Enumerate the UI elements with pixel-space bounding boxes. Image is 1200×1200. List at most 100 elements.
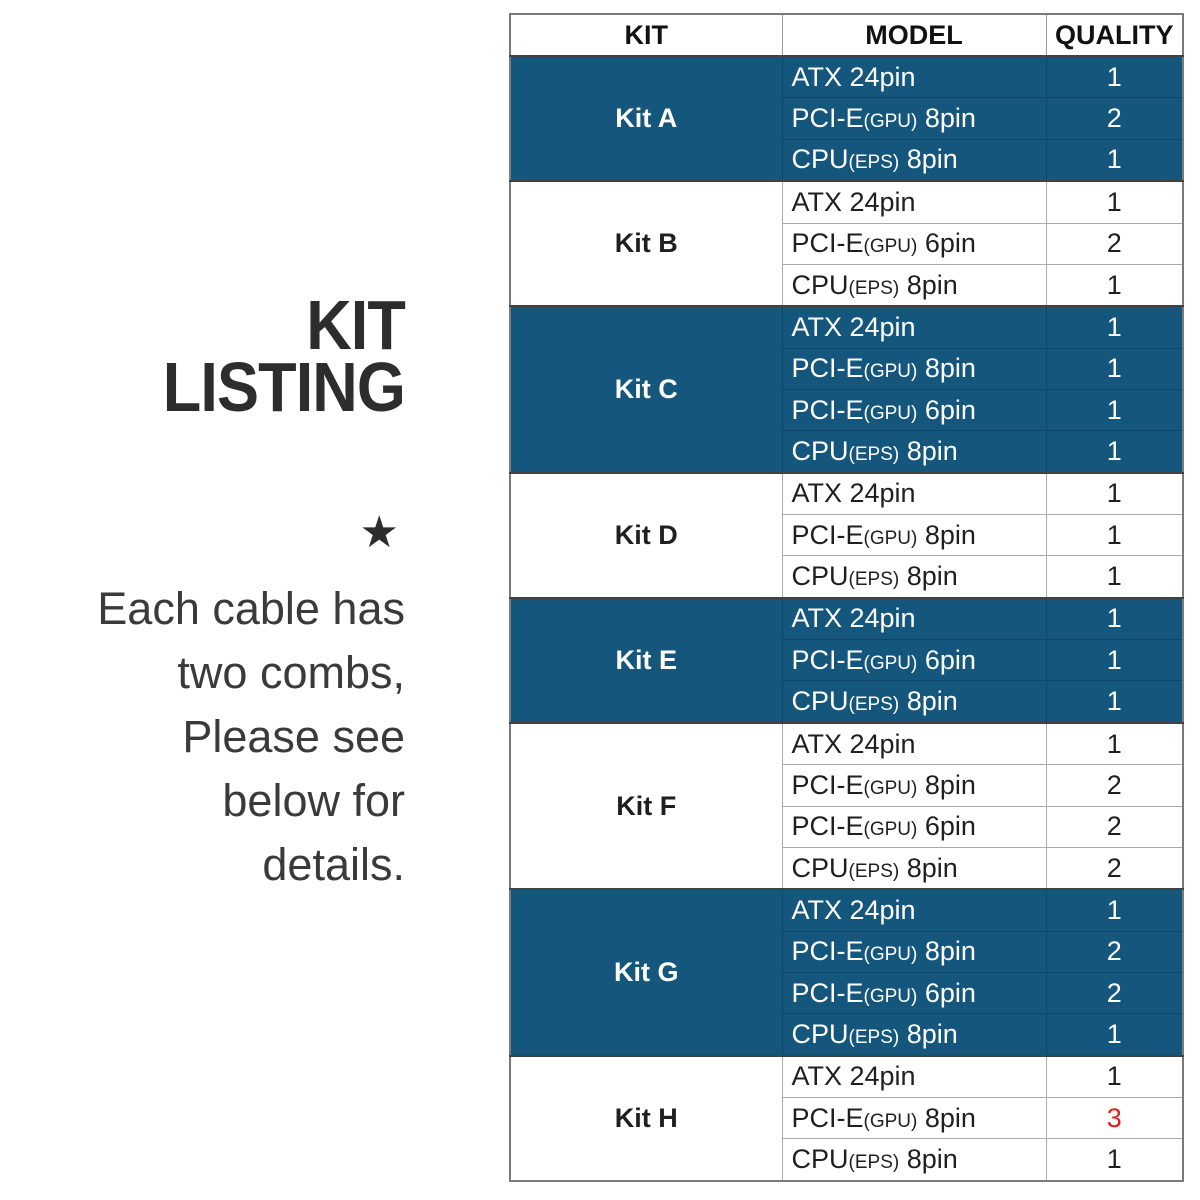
model-main-text: CPU xyxy=(791,144,849,175)
quantity-cell: 2 xyxy=(1045,764,1184,807)
table-row: PCI-E(GPU) 8pin 2 xyxy=(510,97,1184,140)
model-tail-text: 8pin xyxy=(917,519,976,550)
model-main-text: CPU xyxy=(791,1019,849,1049)
model-main-text: PCI-E xyxy=(791,103,864,134)
model-main-text: ATX 24pin xyxy=(791,311,916,342)
note-line: below for xyxy=(222,775,405,826)
quantity-cell: 2 xyxy=(1045,805,1184,848)
table-row: PCI-E(GPU) 8pin 2 xyxy=(510,930,1184,974)
kit-listing-table: KIT MODEL QUALITY Kit A ATX 24pin 1 PCI-E(G… xyxy=(509,13,1184,1182)
table-row: PCI-E(GPU) 6pin 2 xyxy=(510,805,1184,848)
column-header-model: MODEL xyxy=(781,13,1047,57)
model-tail-text: 8pin xyxy=(899,144,958,175)
kit-name-cell: Kit E xyxy=(509,596,783,724)
model-main-text: CPU xyxy=(791,561,849,592)
model-cell: PCI-E(GPU) 6pin xyxy=(781,639,1047,682)
quantity-cell: 2 xyxy=(1045,222,1184,265)
kit-name-cell: Kit D xyxy=(509,471,783,599)
quantity-cell: 1 xyxy=(1045,305,1184,349)
model-cell: PCI-E(GPU) 8pin xyxy=(781,347,1047,390)
kit-name-cell: Kit G xyxy=(509,888,783,1057)
model-sub-text: (EPS) xyxy=(848,443,900,465)
model-cell: PCI-E(GPU) 8pin xyxy=(781,1097,1047,1140)
model-tail-text: 8pin xyxy=(899,686,958,717)
note-line: Each cable has xyxy=(97,583,405,634)
table-row: Kit G ATX 24pin 1 xyxy=(509,888,1184,1057)
model-main-text: CPU xyxy=(791,269,849,300)
model-main-text: PCI-E xyxy=(791,769,864,800)
model-main-text: PCI-E xyxy=(791,936,864,967)
model-sub-text: (GPU) xyxy=(863,652,918,674)
model-cell: ATX 24pin xyxy=(781,596,1047,641)
model-tail-text: 6pin xyxy=(917,228,976,259)
model-tail-text: 8pin xyxy=(899,269,958,300)
quantity-cell: 2 xyxy=(1045,97,1184,140)
model-main-text: CPU xyxy=(791,435,849,466)
model-sub-text: (GPU) xyxy=(863,361,918,383)
quantity-cell: 1 xyxy=(1045,138,1184,182)
model-main-text: ATX 24pin xyxy=(791,478,916,509)
table-row: CPU(EPS) 8pin 1 xyxy=(510,1013,1184,1057)
model-main-text: PCI-E xyxy=(791,353,864,384)
model-sub-text: (GPU) xyxy=(863,1110,918,1132)
note-line: details. xyxy=(262,839,405,890)
star-icon: ★ xyxy=(359,508,399,557)
model-sub-text: (GPU) xyxy=(863,527,918,549)
table-row: PCI-E(GPU) 8pin 2 xyxy=(510,764,1184,807)
model-sub-text: (GPU) xyxy=(863,819,918,841)
model-cell: PCI-E(GPU) 6pin xyxy=(781,222,1047,265)
quantity-cell: 1 xyxy=(1045,430,1184,474)
model-main-text: CPU xyxy=(791,686,849,717)
model-main-text: PCI-E xyxy=(791,519,864,550)
model-tail-text: 8pin xyxy=(917,103,976,134)
model-tail-text: 6pin xyxy=(917,811,976,842)
model-cell: PCI-E(GPU) 8pin xyxy=(781,930,1047,974)
model-cell: CPU(EPS) 8pin xyxy=(781,1013,1047,1057)
table-row: PCI-E(GPU) 8pin 1 xyxy=(510,514,1184,557)
table-row: Kit H ATX 24pin 1 xyxy=(509,1054,1184,1182)
model-cell: ATX 24pin xyxy=(781,1054,1047,1099)
page-title: KIT LISTING xyxy=(77,290,406,426)
header-row: KIT MODEL QUALITY xyxy=(509,13,1184,57)
table-row: CPU(EPS) 8pin 1 xyxy=(510,1138,1184,1182)
model-cell: PCI-E(GPU) 8pin xyxy=(781,97,1047,140)
column-header-quality: QUALITY xyxy=(1045,13,1184,57)
page-title-line2: LISTING xyxy=(162,348,406,426)
quantity-cell: 1 xyxy=(1045,680,1184,724)
model-sub-text: (GPU) xyxy=(863,985,918,1007)
left-panel: KIT LISTING ★ Each cable has two combs, … xyxy=(40,0,406,1200)
table-row: Kit C ATX 24pin 1 xyxy=(509,305,1184,474)
model-sub-text: (EPS) xyxy=(848,1027,900,1048)
model-cell: ATX 24pin xyxy=(781,721,1047,766)
note-text: Each cable has two combs, Please see bel… xyxy=(40,577,405,897)
note-line: Please see xyxy=(182,711,405,762)
quantity-cell: 1 xyxy=(1045,596,1184,641)
model-main-text: ATX 24pin xyxy=(791,186,916,217)
quantity-cell: 1 xyxy=(1045,263,1184,307)
model-cell: CPU(EPS) 8pin xyxy=(781,1138,1047,1182)
quantity-cell: 1 xyxy=(1045,1138,1184,1182)
table-row: CPU(EPS) 8pin 1 xyxy=(510,263,1184,307)
table-row: Kit E ATX 24pin 1 xyxy=(509,596,1184,724)
quantity-cell: 2 xyxy=(1045,846,1184,890)
model-main-text: CPU xyxy=(791,852,849,883)
model-cell: CPU(EPS) 8pin xyxy=(781,555,1047,599)
model-cell: CPU(EPS) 8pin xyxy=(781,846,1047,890)
table-row: Kit D ATX 24pin 1 xyxy=(509,471,1184,599)
model-main-text: ATX 24pin xyxy=(791,728,916,759)
model-main-text: ATX 24pin xyxy=(791,895,916,926)
model-cell: PCI-E(GPU) 6pin xyxy=(781,805,1047,848)
table-row: PCI-E(GPU) 6pin 2 xyxy=(510,222,1184,265)
model-main-text: CPU xyxy=(791,1144,849,1175)
kit-name-cell: Kit A xyxy=(509,54,783,182)
quantity-cell: 2 xyxy=(1045,972,1184,1015)
model-cell: ATX 24pin xyxy=(781,471,1047,516)
kit-name-cell: Kit F xyxy=(509,721,783,890)
note-line: two combs, xyxy=(177,647,405,698)
model-sub-text: (GPU) xyxy=(863,111,918,133)
model-cell: ATX 24pin xyxy=(781,305,1047,349)
quantity-cell: 1 xyxy=(1045,888,1184,932)
kit-name-cell: Kit B xyxy=(509,180,783,307)
model-main-text: PCI-E xyxy=(791,394,864,425)
